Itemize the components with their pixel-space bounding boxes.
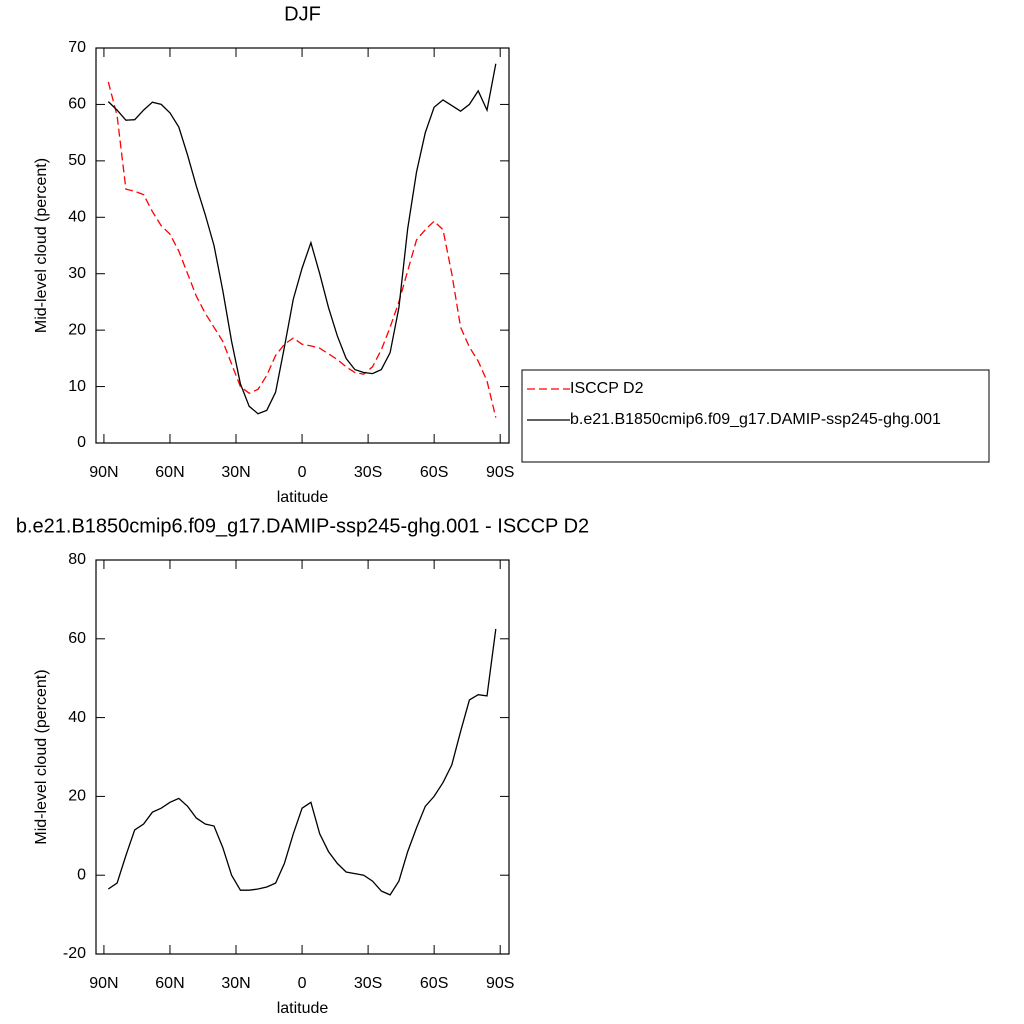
y-tick-label: 10 xyxy=(68,378,86,395)
y-tick-label: 50 xyxy=(68,152,86,169)
y-tick-label: 0 xyxy=(77,434,86,451)
x-tick-label: 30N xyxy=(221,464,250,481)
x-tick-label: 30S xyxy=(354,464,382,481)
chart-title: b.e21.B1850cmip6.f09_g17.DAMIP-ssp245-gh… xyxy=(16,515,589,537)
x-tick-label: 90N xyxy=(89,464,118,481)
x-tick-label: 0 xyxy=(298,464,307,481)
x-tick-label: 90N xyxy=(89,975,118,992)
x-tick-label: 60N xyxy=(155,975,184,992)
x-tick-label: 90S xyxy=(486,464,514,481)
plot-frame xyxy=(95,47,510,444)
data-line xyxy=(107,81,497,418)
y-axis-label: Mid-level cloud (percent) xyxy=(33,158,50,333)
y-tick-label: 60 xyxy=(68,96,86,113)
y-tick-label: 80 xyxy=(68,551,86,568)
x-tick-label: 30S xyxy=(354,975,382,992)
legend-label: ISCCP D2 xyxy=(570,380,644,397)
x-axis-label: latitude xyxy=(277,489,329,506)
data-line xyxy=(107,63,497,415)
x-tick-label: 90S xyxy=(486,975,514,992)
x-tick-label: 60S xyxy=(420,975,448,992)
x-tick-label: 30N xyxy=(221,975,250,992)
y-tick-label: 30 xyxy=(68,265,86,282)
y-tick-label: 0 xyxy=(77,866,86,883)
y-tick-label: 20 xyxy=(68,321,86,338)
y-tick-label: 70 xyxy=(68,39,86,56)
y-tick-label: 60 xyxy=(68,630,86,647)
plot-frame xyxy=(95,559,510,955)
legend-box xyxy=(521,369,990,463)
y-tick-label: -20 xyxy=(63,945,86,962)
chart-title: DJF xyxy=(284,3,321,25)
y-tick-label: 40 xyxy=(68,709,86,726)
x-tick-label: 0 xyxy=(298,975,307,992)
y-tick-label: 20 xyxy=(68,788,86,805)
y-tick-label: 40 xyxy=(68,209,86,226)
x-axis-label: latitude xyxy=(277,1000,329,1017)
x-tick-label: 60S xyxy=(420,464,448,481)
data-line xyxy=(107,628,497,896)
x-tick-label: 60N xyxy=(155,464,184,481)
y-axis-label: Mid-level cloud (percent) xyxy=(33,669,50,844)
legend-label: b.e21.B1850cmip6.f09_g17.DAMIP-ssp245-gh… xyxy=(570,411,941,428)
